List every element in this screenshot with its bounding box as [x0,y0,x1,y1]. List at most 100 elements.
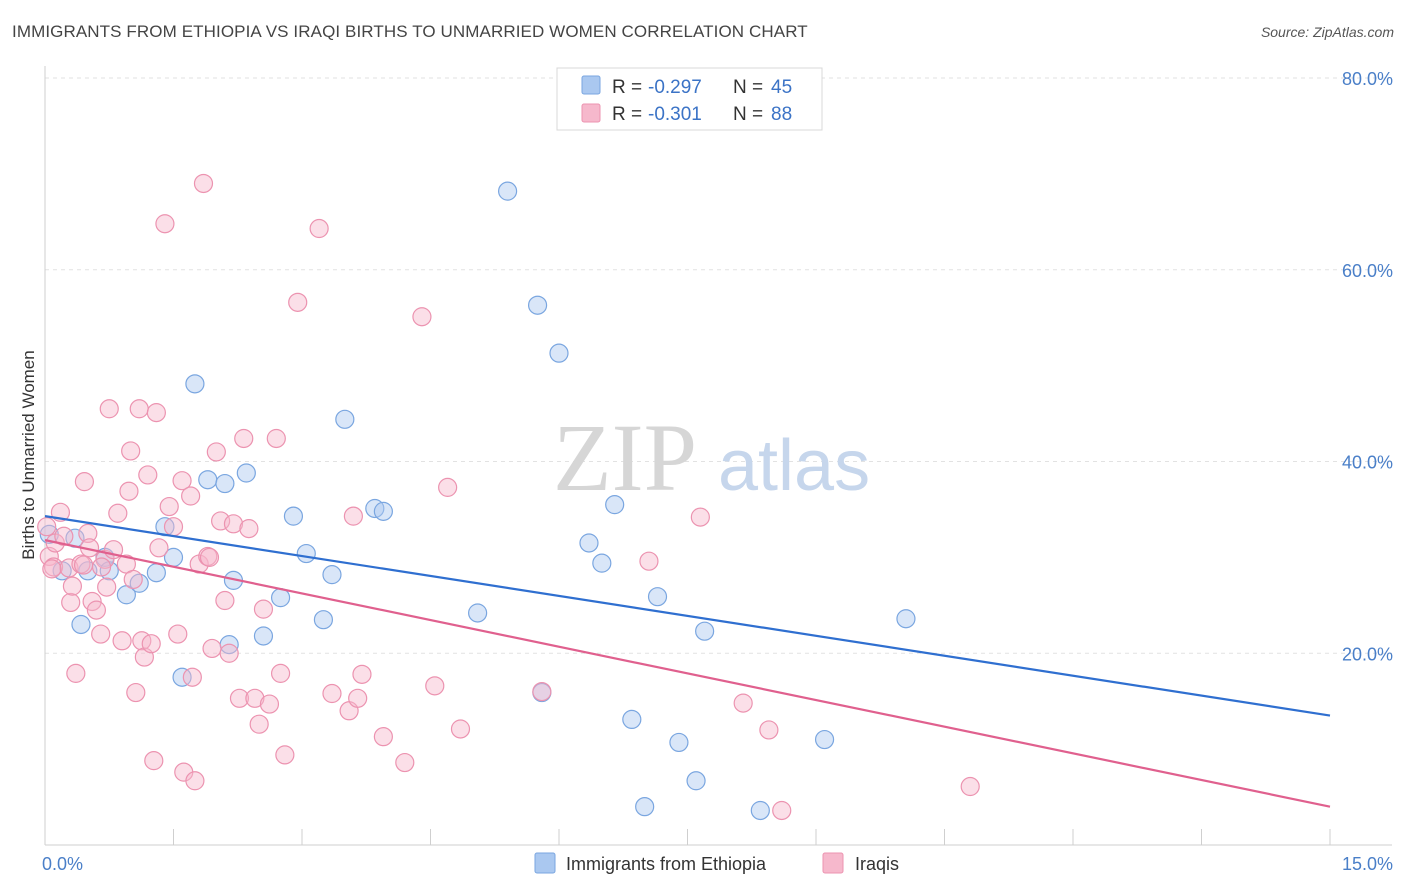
point-iraqis [270,663,291,683]
point-ethiopia [695,621,715,641]
legend-r-value-iraqis: -0.301 [648,104,702,125]
point-iraqis [245,688,265,708]
point-ethiopia [296,543,316,564]
point-iraqis [141,634,161,654]
bottom-legend-swatch-ethiopia [534,852,556,874]
point-ethiopia [527,295,548,315]
point-iraqis [54,526,74,546]
point-iraqis [639,551,659,571]
point-iraqis [450,719,471,739]
point-ethiopia [896,609,916,629]
point-iraqis [223,514,244,534]
point-ethiopia [253,626,274,646]
series-legend: Immigrants from Ethiopia Iraqis [534,852,899,874]
point-iraqis [73,555,94,575]
point-iraqis [275,745,295,765]
point-iraqis [532,681,552,702]
trend-line-ethiopia [44,515,1331,717]
point-iraqis [759,720,779,740]
point-ethiopia [373,501,393,521]
point-iraqis [59,558,79,578]
legend-r-value-ethiopia: -0.297 [648,77,702,98]
point-ethiopia [498,181,518,201]
x-tick-label: 0.0% [42,854,83,874]
watermark-atlas: atlas [718,426,870,506]
chart-title: IMMIGRANTS FROM ETHIOPIA VS IRAQI BIRTHS… [12,22,808,41]
point-iraqis [42,559,62,579]
bottom-legend-label-iraqis: Iraqis [855,854,899,874]
point-iraqis [74,472,95,492]
point-iraqis [193,173,214,194]
point-ethiopia [635,797,655,817]
point-iraqis [112,631,132,651]
point-iraqis [425,676,445,696]
legend-swatch-iraqis [581,103,601,123]
point-iraqis [62,576,83,596]
point-iraqis [373,727,393,747]
point-iraqis [185,771,205,791]
point-ethiopia [814,729,835,750]
point-iraqis [395,752,415,773]
point-iraqis [199,547,220,567]
bottom-legend-label-ethiopia: Immigrants from Ethiopia [566,854,767,874]
point-iraqis [99,399,119,419]
point-ethiopia [322,565,342,585]
point-iraqis [119,481,139,501]
point-iraqis [288,292,308,312]
point-iraqis [438,477,458,497]
point-iraqis [253,599,274,619]
point-iraqis [91,557,112,577]
axes [44,66,1392,846]
point-ethiopia [172,667,192,687]
source-note: Source: ZipAtlas.com [1260,24,1394,40]
point-ethiopia [750,800,770,821]
point-iraqis [138,465,158,485]
point-iraqis [206,442,226,462]
gridlines [45,77,1392,654]
legend-r-label-ethiopia: R = [612,77,642,98]
point-iraqis [182,667,202,687]
point-iraqis [121,441,141,461]
point-iraqis [202,638,222,659]
legend-n-label-ethiopia: N = [733,77,763,98]
point-iraqis [149,538,169,558]
legend-r-label-iraqis: R = [612,104,642,125]
point-ethiopia [549,343,569,363]
point-ethiopia [283,506,304,526]
point-ethiopia [198,470,218,490]
point-iraqis [159,496,179,517]
point-iraqis [322,683,342,704]
point-iraqis [78,523,98,544]
point-iraqis [123,569,143,590]
point-ethiopia [686,771,706,791]
point-ethiopia [215,473,235,494]
point-iraqis [146,403,166,423]
point-iraqis [239,519,259,539]
y-tick-label: 80.0% [1342,69,1393,89]
point-ethiopia [579,533,599,553]
point-iraqis [181,486,201,506]
point-ethiopia [236,463,256,483]
point-iraqis [66,663,86,683]
tick-labels: 20.0% 40.0% 60.0% 80.0% 0.0% 15.0% [42,69,1393,874]
x-tick-label: 15.0% [1342,854,1393,874]
y-tick-label: 20.0% [1342,644,1393,664]
point-ethiopia [71,614,91,635]
point-iraqis [61,592,81,613]
point-iraqis [249,714,269,734]
point-iraqis [259,694,280,714]
point-ethiopia [647,587,668,607]
point-iraqis [229,688,250,708]
bottom-legend-swatch-iraqis [822,852,844,874]
point-iraqis [155,214,175,234]
point-iraqis [215,590,235,611]
point-iraqis [172,471,192,491]
point-iraqis [198,546,218,567]
point-ethiopia [185,374,205,394]
point-iraqis [144,751,164,771]
point-ethiopia [313,610,334,630]
point-iraqis [960,776,980,797]
point-iraqis [772,800,792,821]
point-iraqis [126,682,146,703]
point-iraqis [163,517,184,537]
